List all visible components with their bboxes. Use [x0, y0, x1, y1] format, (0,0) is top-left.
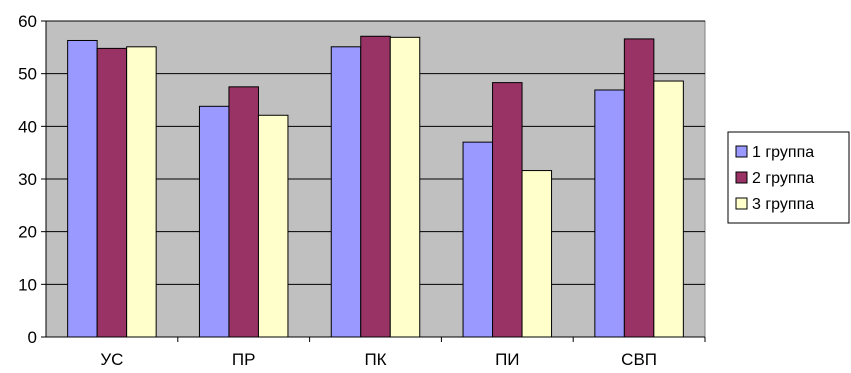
x-category-label: ПР	[232, 350, 256, 369]
legend-label: 1 группа	[752, 144, 814, 161]
y-tick-label: 50	[18, 65, 37, 84]
bar-1-1	[198, 105, 230, 338]
bar-2-1	[228, 86, 259, 338]
legend-swatch	[735, 197, 748, 210]
legend-box	[727, 131, 850, 224]
bar-1-4	[594, 89, 625, 338]
y-tick-label: 30	[18, 170, 37, 189]
y-tick-label: 0	[28, 328, 37, 347]
bar-2-2	[360, 35, 391, 338]
y-tick-label: 40	[18, 117, 37, 136]
bar-3-2	[389, 36, 421, 338]
legend-swatch	[735, 171, 748, 184]
bar-1-2	[330, 46, 362, 338]
bars	[67, 35, 684, 338]
x-category-label: СВП	[621, 350, 657, 369]
y-tick-label: 20	[18, 223, 37, 242]
y-tick-label: 10	[18, 275, 37, 294]
y-tick-label: 60	[18, 12, 37, 31]
bar-1-3	[462, 141, 494, 338]
x-category-label: ПК	[364, 350, 386, 369]
bar-3-0	[126, 46, 157, 338]
x-category-label: ПИ	[495, 350, 519, 369]
legend-swatch	[735, 145, 748, 158]
legend-label: 3 группа	[752, 196, 814, 213]
legend-label: 2 группа	[752, 170, 814, 187]
bar-3-4	[653, 80, 684, 338]
bar-2-0	[96, 47, 128, 338]
bar-2-3	[492, 82, 523, 338]
axes: 0 10 20 30 40 50 60 УС ПР ПК ПИ СВП	[18, 12, 706, 369]
bar-3-3	[521, 170, 553, 338]
x-category-label: УС	[100, 350, 123, 369]
bar-2-4	[623, 38, 655, 338]
bar-1-0	[67, 39, 98, 338]
legend: 1 группа 2 группа 3 группа	[727, 131, 850, 224]
bar-3-1	[257, 114, 289, 338]
